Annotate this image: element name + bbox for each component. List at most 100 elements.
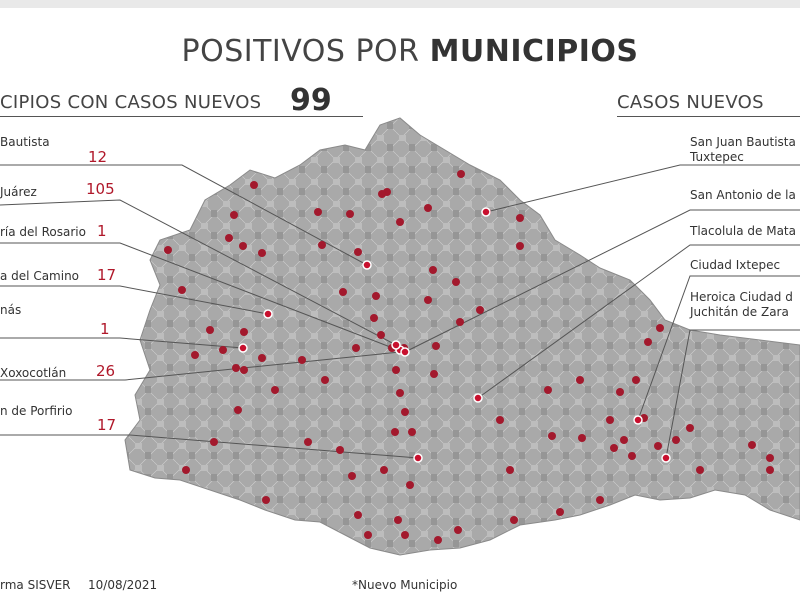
left-value-2: 105 [86, 180, 115, 198]
case-marker [240, 328, 248, 336]
case-marker [336, 446, 344, 454]
case-marker [548, 432, 556, 440]
case-marker [401, 531, 409, 539]
case-marker [620, 436, 628, 444]
case-marker [476, 306, 484, 314]
case-marker [240, 366, 248, 374]
case-marker [314, 208, 322, 216]
case-marker [556, 508, 564, 516]
case-marker [219, 346, 227, 354]
case-marker [672, 436, 680, 444]
case-marker [766, 466, 774, 474]
case-marker [372, 292, 380, 300]
highlighted-marker [633, 415, 643, 425]
case-marker [318, 241, 326, 249]
leader-line [665, 329, 800, 459]
case-marker [182, 466, 190, 474]
case-marker [656, 324, 664, 332]
left-muni-4: a del Camino [0, 269, 80, 283]
case-marker [432, 342, 440, 350]
case-marker [496, 416, 504, 424]
case-marker [430, 370, 438, 378]
right-muni-4-line1: Ciudad Ixtepec [690, 258, 781, 272]
right-muni-2: San Antonio de la [690, 188, 796, 203]
case-marker [304, 438, 312, 446]
case-marker [250, 181, 258, 189]
case-marker [424, 296, 432, 304]
left-muni-1: Bautista [0, 135, 50, 149]
case-marker [225, 234, 233, 242]
left-value-4: 17 [97, 266, 117, 284]
leader-lines [0, 164, 800, 459]
case-marker [406, 481, 414, 489]
case-marker [457, 170, 465, 178]
case-marker [164, 246, 172, 254]
leader-line [637, 275, 800, 421]
highlighted-marker [263, 309, 273, 319]
case-marker [378, 190, 386, 198]
case-marker [654, 442, 662, 450]
right-muni-3: Tlacolula de Mata [690, 224, 796, 239]
leader-line [0, 164, 368, 266]
left-header: CIPIOS CON CASOS NUEVOS [0, 92, 262, 113]
highlighted-marker [481, 207, 491, 217]
right-muni-5-line1: Heroica Ciudad d [690, 290, 793, 304]
case-marker [429, 266, 437, 274]
case-marker [576, 376, 584, 384]
left-value-7: 17 [97, 416, 117, 434]
leader-line [477, 244, 800, 399]
case-marker [230, 211, 238, 219]
case-marker [632, 376, 640, 384]
case-marker [396, 389, 404, 397]
case-marker [686, 424, 694, 432]
case-marker [424, 204, 432, 212]
case-markers [164, 170, 774, 544]
case-marker [544, 386, 552, 394]
case-marker [234, 406, 242, 414]
right-muni-1-line2: Tuxtepec [690, 150, 744, 164]
case-marker [258, 354, 266, 362]
case-marker [628, 452, 636, 460]
leader-line [0, 337, 244, 349]
left-value-5: 1 [100, 320, 110, 338]
case-marker [339, 288, 347, 296]
case-marker [596, 496, 604, 504]
case-marker [408, 428, 416, 436]
highlighted-marker [473, 393, 483, 403]
right-muni-2-line1: San Antonio de la [690, 188, 796, 202]
case-marker [206, 326, 214, 334]
case-marker [380, 466, 388, 474]
left-value-6: 26 [96, 362, 116, 380]
case-marker [352, 344, 360, 352]
highlighted-marker [661, 453, 671, 463]
right-muni-1: San Juan Bautista Tuxtepec [690, 135, 796, 165]
footer-date: 10/08/2021 [88, 578, 158, 592]
case-marker [401, 408, 409, 416]
right-muni-4: Ciudad Ixtepec [690, 258, 780, 273]
case-marker [232, 364, 240, 372]
case-marker [354, 248, 362, 256]
leader-line [0, 199, 397, 346]
case-marker [239, 242, 247, 250]
footer-source: rma SISVER [0, 578, 71, 592]
case-marker [610, 444, 618, 452]
case-marker [394, 516, 402, 524]
highlighted-marker [362, 260, 372, 270]
left-value-1: 12 [88, 148, 108, 166]
case-marker [644, 338, 652, 346]
case-marker [262, 496, 270, 504]
top-strip [0, 0, 800, 8]
case-marker [271, 386, 279, 394]
case-marker [452, 278, 460, 286]
footer-note: *Nuevo Municipio [352, 578, 458, 592]
case-marker [766, 454, 774, 462]
left-muni-2: Juárez [0, 185, 37, 199]
leader-line [404, 209, 800, 353]
case-marker [370, 314, 378, 322]
left-muni-5: nás [0, 303, 22, 317]
case-marker [210, 438, 218, 446]
page-title: POSITIVOS POR MUNICIPIOS [0, 34, 800, 69]
right-muni-5: Heroica Ciudad d Juchitán de Zara [690, 290, 793, 320]
case-marker [178, 286, 186, 294]
case-marker [578, 434, 586, 442]
